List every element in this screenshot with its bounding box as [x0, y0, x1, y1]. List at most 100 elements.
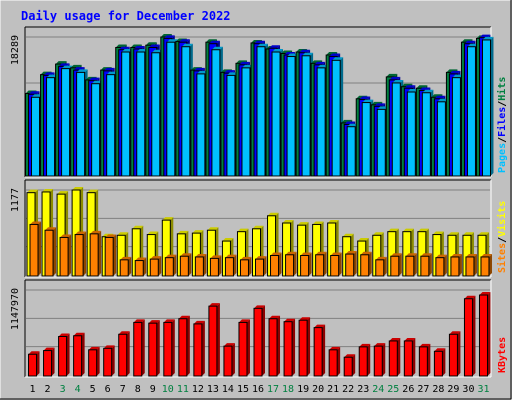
bar-visitors-sites-day-16-front: [255, 258, 264, 277]
bar-visitors-sites-day-26-top: [405, 253, 417, 257]
bar-traffic-kbytes-day-18-top: [284, 318, 296, 322]
bar-visitors-sites-day-17-top: [270, 252, 282, 256]
bar-traffic-kbytes-day-10: [163, 319, 175, 377]
bar-requests-files-day-14-top: [223, 70, 235, 74]
bar-requests-pages-day-12-front: [196, 73, 206, 177]
bar-requests-files-day-31-top: [479, 34, 491, 38]
bar-visitors-sites-day-11: [179, 253, 192, 277]
bar-requests-pages-day-19-front: [301, 55, 311, 177]
bar-traffic-kbytes-day-15-front: [238, 321, 248, 377]
bar-traffic-kbytes-day-1-side: [36, 351, 40, 376]
bar-traffic-kbytes-day-21-side: [337, 346, 341, 376]
bar-requests-pages-day-30-top: [467, 43, 479, 47]
bar-traffic-kbytes-day-15: [238, 319, 250, 377]
bar-traffic-kbytes-day-16: [253, 305, 265, 377]
bar-requests-pages-day-2-top: [46, 74, 58, 78]
bar-traffic-kbytes-day-5-front: [88, 349, 98, 377]
bar-visitors-sites-day-18-top: [285, 251, 297, 255]
bar-requests-pages-day-13-front: [211, 49, 221, 177]
bar-visitors-sites-day-9-side: [158, 256, 162, 276]
bar-requests-hits-day-27-top: [416, 85, 428, 89]
legend-item-requests-1: /: [497, 137, 508, 143]
bar-visitors-sites-day-19: [300, 252, 312, 277]
bar-traffic-kbytes-day-11-front: [178, 318, 188, 377]
panel-visitors-ymax-label: 1177: [10, 188, 21, 212]
bar-visitors-visits-day-2-top: [42, 188, 54, 192]
bar-visitors-sites-day-29-top: [450, 253, 462, 257]
bar-traffic-kbytes-day-14: [223, 343, 235, 377]
bar-visitors-sites-day-16-top: [255, 256, 267, 260]
bar-traffic-kbytes-day-6: [103, 345, 115, 377]
bar-visitors-sites-day-12: [194, 253, 207, 277]
bar-visitors-visits-day-15: [236, 228, 249, 277]
bar-visitors-sites-day-23: [360, 251, 372, 277]
bar-traffic-kbytes-day-27-front: [418, 346, 428, 377]
bar-traffic-kbytes-day-6-front: [103, 347, 113, 377]
legend-item-traffic-0: KBytes: [497, 337, 508, 373]
bar-requests-files-day-21-top: [329, 53, 341, 57]
bar-requests-files-day-6-top: [103, 67, 115, 71]
bar-requests-files-day-9-top: [148, 44, 160, 48]
bar-visitors-sites-day-6-top: [105, 234, 117, 238]
bar-traffic-kbytes-day-9-side: [156, 320, 160, 376]
bar-visitors-sites-day-27-top: [420, 253, 432, 257]
bar-visitors-sites-day-4-front: [74, 234, 84, 277]
bar-visitors-visits-day-7-top: [117, 232, 129, 236]
bar-traffic-kbytes-day-31: [478, 292, 491, 377]
bar-requests-pages-day-22-front: [346, 126, 356, 177]
x-tick-label-20: 20: [312, 384, 324, 395]
x-tick-label-16: 16: [252, 384, 264, 395]
legend-item-requests-2: Files: [496, 107, 508, 137]
legend-item-requests-4: Hits: [496, 77, 508, 101]
bar-traffic-kbytes-day-12-side: [201, 320, 205, 376]
bar-traffic-kbytes-day-14-front: [223, 345, 233, 377]
bar-visitors-sites-day-7: [119, 256, 132, 277]
bar-visitors-sites-day-14-front: [224, 257, 234, 277]
bar-visitors-sites-day-30-front: [465, 256, 475, 277]
panel-traffic-ymax-label: 1147970: [10, 288, 21, 330]
bar-requests-pages-day-11-front: [181, 46, 191, 177]
bar-requests-pages-day-26-top: [407, 88, 419, 92]
bar-visitors-visits-day-15-top: [237, 228, 249, 232]
bar-visitors-sites-day-29-side: [458, 253, 462, 276]
bar-requests-pages-day-24-front: [376, 108, 386, 177]
bar-visitors-sites-day-19-side: [308, 252, 312, 276]
bar-traffic-kbytes-day-27: [418, 343, 431, 377]
bar-traffic-kbytes-day-19-side: [307, 317, 311, 376]
bar-visitors-visits-day-27-top: [417, 228, 429, 232]
bar-requests-hits-day-7-top: [115, 44, 127, 48]
bar-traffic-kbytes-day-17-side: [277, 315, 281, 376]
bar-visitors-visits-day-10-top: [162, 217, 174, 221]
bar-traffic-kbytes-day-5-side: [96, 346, 100, 376]
bar-visitors-sites-day-9: [149, 256, 162, 277]
bar-traffic-kbytes-day-7-side: [126, 331, 130, 376]
bar-requests-files-day-30-top: [464, 40, 476, 44]
bar-traffic-kbytes-day-11: [178, 315, 190, 377]
bar-visitors-sites-day-19-top: [300, 252, 312, 256]
bar-traffic-kbytes-day-19-top: [299, 317, 311, 321]
bar-visitors-sites-day-28-top: [435, 254, 447, 258]
bar-requests-pages-day-10-top: [166, 39, 178, 43]
x-tick-label-2: 2: [45, 384, 51, 395]
bar-requests-files-day-3-top: [58, 63, 70, 67]
bar-traffic-kbytes-day-12-top: [193, 320, 205, 324]
bar-visitors-visits-day-28-top: [432, 231, 444, 235]
x-tick-label-8: 8: [135, 384, 141, 395]
bar-traffic-kbytes-day-31-top: [479, 292, 491, 296]
bar-traffic-kbytes-day-29-front: [448, 333, 458, 377]
bar-requests-files-day-19-top: [299, 49, 311, 53]
bar-visitors-visits-day-13-top: [207, 227, 219, 231]
bar-visitors-sites-day-10-top: [165, 254, 177, 258]
bar-requests-pages-day-6-top: [106, 71, 118, 75]
bar-traffic-kbytes-day-9-front: [148, 322, 158, 377]
bar-visitors-visits-day-11-top: [177, 230, 189, 234]
bar-traffic-kbytes-day-16-top: [254, 305, 265, 309]
bar-visitors-sites-day-31-side: [488, 253, 492, 276]
bar-visitors-visits-day-23-top: [357, 238, 369, 242]
bar-visitors-sites-day-2-side: [53, 227, 57, 276]
x-tick-label-9: 9: [150, 384, 156, 395]
bar-requests-pages-day-29-front: [451, 77, 461, 177]
legend-item-requests-3: /: [497, 101, 508, 107]
bar-traffic-kbytes-day-28-front: [433, 350, 443, 377]
